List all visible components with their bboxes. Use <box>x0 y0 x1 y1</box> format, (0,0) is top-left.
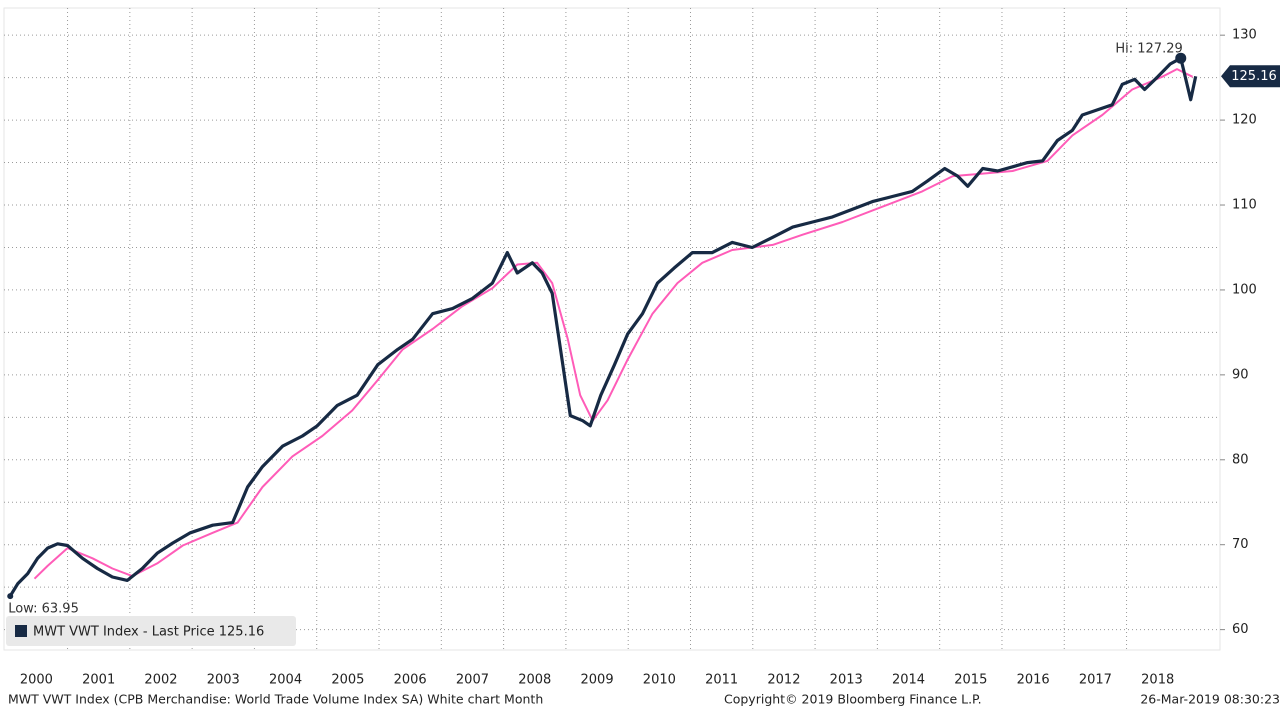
legend-label: MWT VWT Index - Last Price 125.16 <box>33 625 264 640</box>
footer-copyright: Copyright© 2019 Bloomberg Finance L.P. <box>724 692 982 707</box>
x-tick-label: 2004 <box>269 673 302 688</box>
legend-swatch <box>15 625 27 637</box>
last-price-tag <box>1221 65 1280 88</box>
footer-description: MWT VWT Index (CPB Merchandise: World Tr… <box>8 692 543 707</box>
x-tick-label: 2014 <box>892 673 925 688</box>
x-tick-label: 2002 <box>144 673 177 688</box>
footer-timestamp: 26-Mar-2019 08:30:23 <box>1140 692 1280 707</box>
x-tick-label: 2016 <box>1017 673 1050 688</box>
x-tick-label: 2011 <box>705 673 738 688</box>
y-tick-label: 70 <box>1232 537 1249 552</box>
x-tick-label: 2015 <box>954 673 987 688</box>
x-tick-label: 2013 <box>830 673 863 688</box>
y-tick-label: 60 <box>1232 622 1249 637</box>
x-tick-label: 2012 <box>767 673 800 688</box>
y-tick-label: 100 <box>1232 282 1257 297</box>
x-tick-label: 2017 <box>1079 673 1112 688</box>
x-tick-label: 2010 <box>643 673 676 688</box>
y-tick-label: 130 <box>1232 28 1257 43</box>
annotation-label: Hi: 127.29 <box>1115 42 1182 57</box>
legend-box <box>6 616 296 646</box>
x-tick-label: 2003 <box>207 673 240 688</box>
x-tick-label: 2007 <box>456 673 489 688</box>
y-tick-label: 120 <box>1232 113 1257 128</box>
lines <box>8 56 1198 597</box>
y-tick-label: 90 <box>1232 367 1249 382</box>
x-tick-label: 2008 <box>518 673 551 688</box>
grid <box>4 8 1225 650</box>
annotation-marker <box>7 593 14 600</box>
plot-area <box>3 7 1221 651</box>
annotation-marker <box>1175 52 1187 64</box>
x-tick-label: 2001 <box>82 673 115 688</box>
x-tick-label: 2018 <box>1141 673 1174 688</box>
x-tick-label: 2006 <box>394 673 427 688</box>
x-tick-label: 2009 <box>581 673 614 688</box>
y-tick-label: 80 <box>1232 452 1249 467</box>
y-tick-label: 110 <box>1232 198 1257 213</box>
last-price-label: 125.16 <box>1231 69 1277 84</box>
annotation-label: Low: 63.95 <box>8 602 79 617</box>
series-line <box>8 56 1198 597</box>
x-tick-label: 2005 <box>331 673 364 688</box>
x-tick-label: 2000 <box>20 673 53 688</box>
